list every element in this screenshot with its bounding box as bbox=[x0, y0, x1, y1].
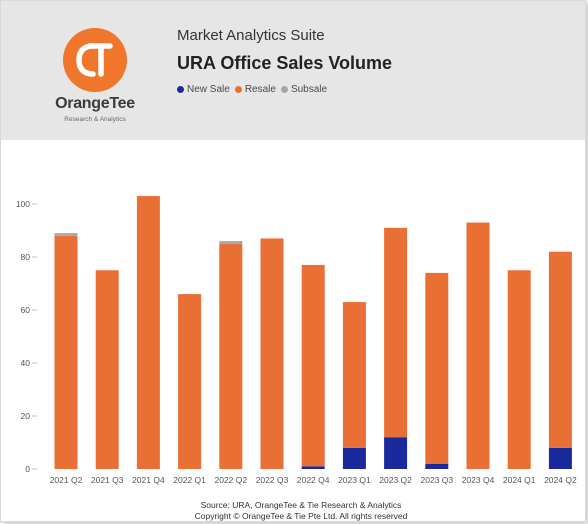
bar-resale bbox=[54, 235, 78, 469]
y-tick-label: 80 bbox=[21, 252, 31, 262]
y-tick-label: 60 bbox=[21, 305, 31, 315]
bar-new-sale bbox=[425, 463, 449, 469]
x-tick-label: 2023 Q2 bbox=[379, 475, 412, 485]
chart-legend: New Sale Resale Subsale bbox=[177, 84, 332, 95]
bar-resale bbox=[219, 243, 243, 469]
bar-new-sale bbox=[548, 447, 572, 469]
bar-resale bbox=[178, 294, 202, 469]
bar-new-sale bbox=[384, 437, 408, 469]
bar-new-sale bbox=[342, 447, 366, 469]
x-tick-label: 2022 Q2 bbox=[214, 475, 247, 485]
copyright-note: Copyright © OrangeTee & Tie Pte Ltd. All… bbox=[194, 511, 408, 521]
bar-resale bbox=[548, 251, 572, 448]
chart-title: URA Office Sales Volume bbox=[177, 53, 393, 73]
x-tick-label: 2023 Q1 bbox=[338, 475, 371, 485]
bar-resale bbox=[136, 196, 160, 470]
bar-new-sale bbox=[301, 466, 325, 469]
ot-monogram-icon bbox=[76, 43, 113, 77]
suite-title: Market Analytics Suite bbox=[177, 27, 325, 44]
orangetee-logo bbox=[63, 28, 127, 92]
bar-resale bbox=[466, 222, 490, 469]
bar-resale bbox=[507, 270, 531, 469]
legend-swatch-resale bbox=[234, 86, 242, 93]
x-tick-label: 2023 Q3 bbox=[420, 475, 453, 485]
x-tick-label: 2021 Q2 bbox=[50, 475, 83, 485]
legend-item-subsale[interactable]: Subsale bbox=[280, 84, 328, 95]
x-tick-label: 2024 Q2 bbox=[544, 475, 577, 485]
x-tick-label: 2021 Q3 bbox=[91, 475, 124, 485]
bar-resale bbox=[425, 272, 449, 464]
x-tick-label: 2021 Q4 bbox=[132, 475, 165, 485]
bar-chart: 0 20 40 60 80 100 2021 Q2 2021 Q3 2021 Q4 2022 Q1… bbox=[16, 196, 577, 485]
legend-item-resale[interactable]: Resale bbox=[234, 84, 276, 95]
logo-name: OrangeTee bbox=[55, 95, 135, 112]
bar-resale bbox=[301, 264, 325, 467]
legend-label-new-sale: New Sale bbox=[187, 84, 230, 95]
legend-item-new-sale[interactable]: New Sale bbox=[177, 84, 230, 95]
x-tick-label: 2022 Q1 bbox=[173, 475, 206, 485]
x-tick-label: 2023 Q4 bbox=[462, 475, 495, 485]
bar-subsale bbox=[219, 241, 243, 244]
legend-swatch-new-sale bbox=[177, 86, 184, 93]
bar-resale bbox=[95, 270, 119, 469]
chart-footer: Source: URA, OrangeTee & Tie Research & … bbox=[1, 500, 585, 521]
legend-label-subsale: Subsale bbox=[290, 84, 328, 95]
legend-swatch-subsale bbox=[280, 86, 288, 93]
y-tick-label: 0 bbox=[25, 464, 30, 474]
y-tick-label: 20 bbox=[21, 411, 31, 421]
bar-resale bbox=[342, 302, 366, 448]
report-header: OrangeTee Research & Analytics Market An… bbox=[1, 1, 585, 140]
y-tick-label: 100 bbox=[16, 199, 30, 209]
bar-resale bbox=[384, 227, 408, 438]
x-tick-label: 2024 Q1 bbox=[503, 475, 536, 485]
x-tick-label: 2022 Q4 bbox=[297, 475, 330, 485]
bar-subsale bbox=[54, 233, 78, 236]
legend-label-resale: Resale bbox=[244, 84, 276, 95]
y-tick-label: 40 bbox=[21, 358, 31, 368]
bar-resale bbox=[260, 238, 284, 469]
source-note: Source: URA, OrangeTee & Tie Research & … bbox=[200, 500, 402, 510]
x-tick-label: 2022 Q3 bbox=[256, 475, 289, 485]
logo-tagline: Research & Analytics bbox=[64, 116, 126, 123]
